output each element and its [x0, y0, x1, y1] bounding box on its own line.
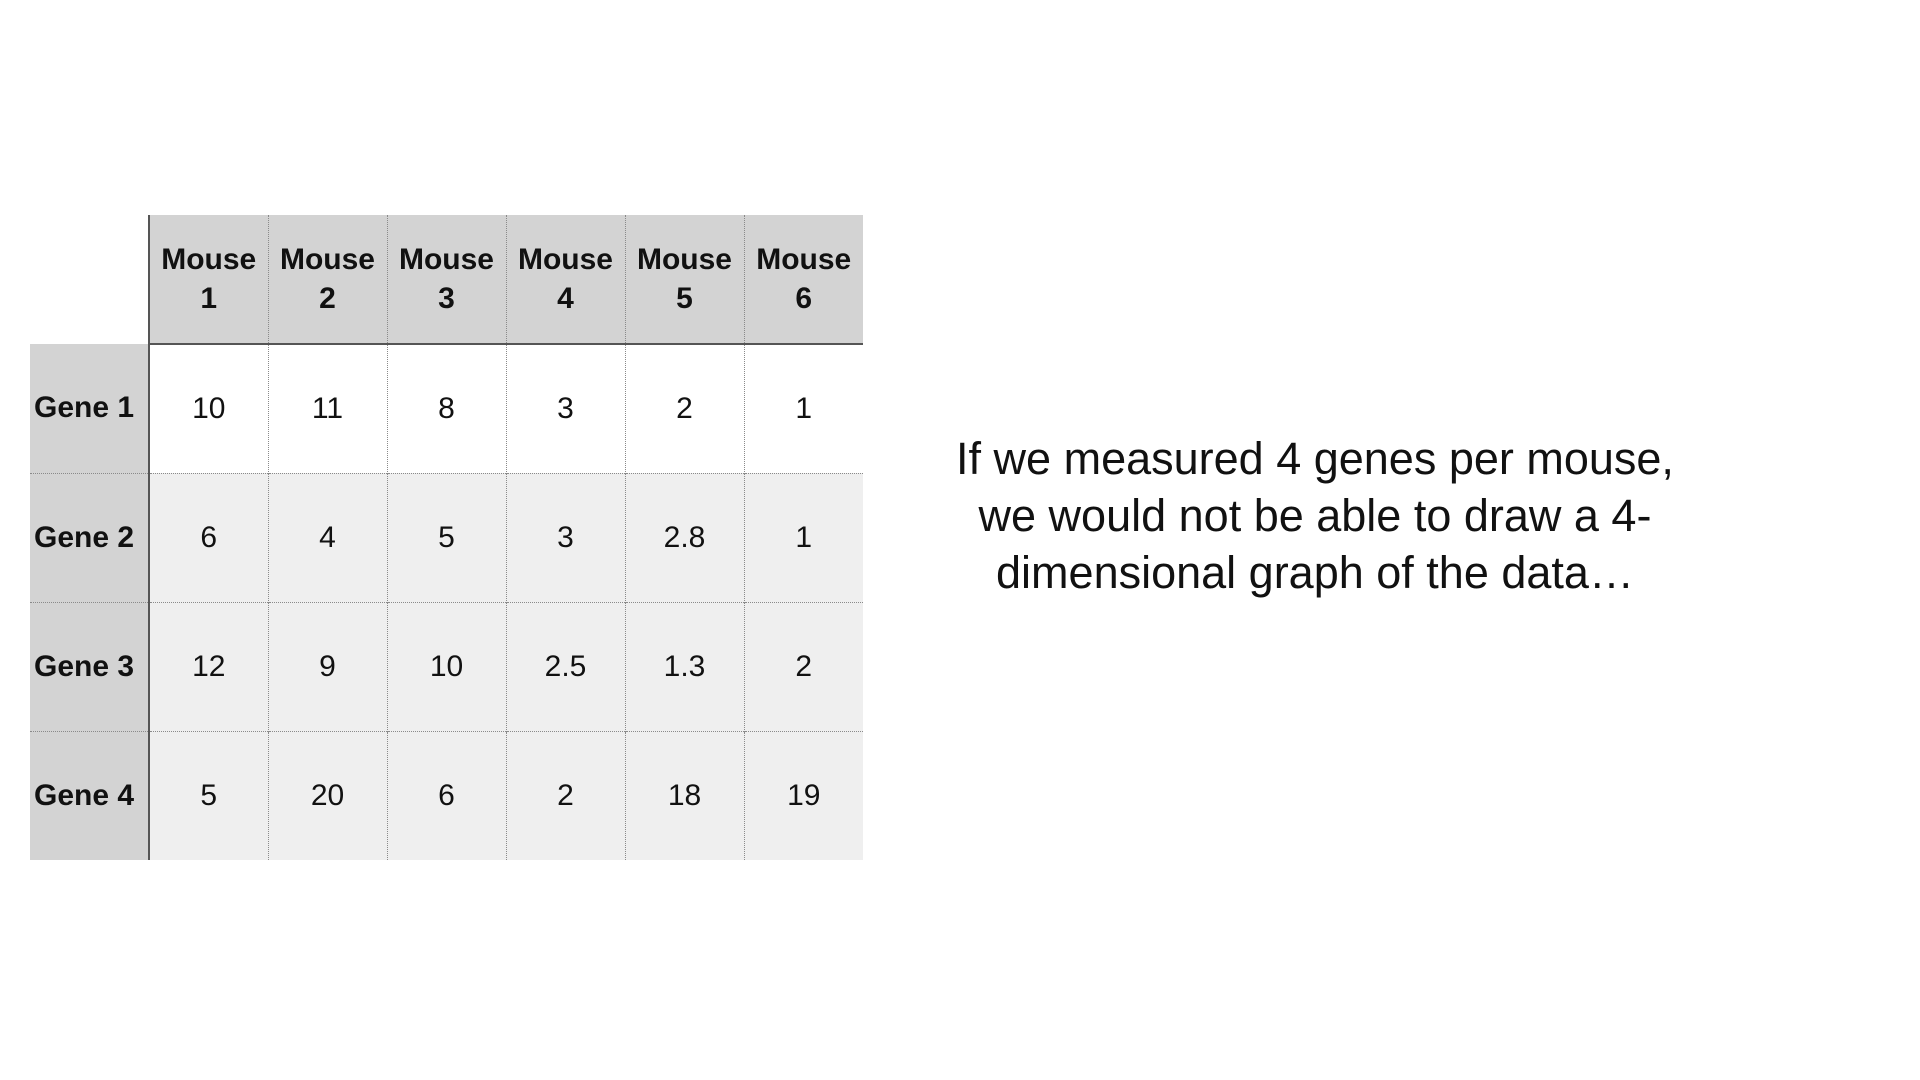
- column-header-mouse-3: Mouse 3: [386, 215, 506, 345]
- row-header-gene-3: Gene 3: [30, 601, 150, 731]
- column-header-line1: Mouse: [517, 243, 613, 276]
- table-cell: 1.3: [624, 601, 744, 731]
- table-cell: 5: [386, 472, 506, 602]
- column-header-line1: Mouse: [398, 243, 494, 276]
- table-cell: 2: [743, 601, 863, 731]
- table-row-gene-2: Gene 2 6 4 5 3 2.8 1: [30, 472, 863, 602]
- table-cell: 20: [267, 730, 387, 860]
- column-header-mouse-6: Mouse 6: [743, 215, 863, 345]
- table-cell: 1: [743, 344, 863, 473]
- column-header-mouse-5: Mouse 5: [624, 215, 744, 345]
- row-header-gene-1: Gene 1: [30, 344, 150, 473]
- column-header-line2: 4: [557, 282, 574, 315]
- table-cell: 8: [386, 344, 506, 473]
- column-header-line2: 1: [200, 282, 218, 315]
- table-cell: 3: [505, 472, 625, 602]
- column-header-line1: Mouse: [279, 243, 375, 276]
- row-header-gene-4: Gene 4: [30, 730, 150, 860]
- table-cell: 4: [267, 472, 387, 602]
- table-cell: 12: [149, 601, 268, 731]
- table-cell: 10: [149, 344, 268, 473]
- column-header-line1: Mouse: [756, 243, 852, 276]
- table-cell: 2.5: [505, 601, 625, 731]
- table-row-gene-3: Gene 3 12 9 10 2.5 1.3 2: [30, 601, 863, 731]
- column-header-line2: 3: [438, 282, 455, 315]
- row-header-gene-2: Gene 2: [30, 472, 150, 602]
- column-header-line2: 5: [676, 282, 693, 315]
- table-cell: 9: [267, 601, 387, 731]
- column-header-line2: 6: [795, 282, 813, 315]
- column-header-mouse-2: Mouse 2: [267, 215, 387, 345]
- gene-mouse-table: Mouse 1 Mouse 2 Mouse 3 Mouse 4 Mouse 5 Mouse…: [30, 215, 863, 860]
- slide-caption: If we measured 4 genes per mouse, we wou…: [956, 433, 1674, 598]
- table-cell: 18: [624, 730, 744, 860]
- table-cell: 1: [743, 472, 863, 602]
- table-cell: 2: [624, 344, 744, 473]
- table-corner: [30, 215, 149, 344]
- table-cell: 5: [149, 730, 268, 860]
- column-header-line2: 2: [319, 282, 336, 315]
- column-header-line1: Mouse: [636, 243, 732, 276]
- table-cell: 6: [386, 730, 506, 860]
- table-cell: 10: [386, 601, 506, 731]
- table-row-gene-1: Gene 1 10 11 8 3 2 1: [30, 344, 863, 473]
- column-header-mouse-1: Mouse 1: [148, 215, 268, 345]
- table-cell: 19: [743, 730, 863, 860]
- table-cell: 11: [267, 344, 387, 473]
- table-header-row: Mouse 1 Mouse 2 Mouse 3 Mouse 4 Mouse 5 Mouse…: [30, 215, 863, 345]
- column-header-mouse-4: Mouse 4: [505, 215, 625, 345]
- table-cell: 2: [505, 730, 625, 860]
- table-cell: 3: [505, 344, 625, 473]
- table-row-gene-4: Gene 4 5 20 6 2 18 19: [30, 730, 863, 860]
- table-cell: 6: [149, 472, 268, 602]
- column-header-line1: Mouse: [161, 243, 257, 276]
- table-cell: 2.8: [624, 472, 744, 602]
